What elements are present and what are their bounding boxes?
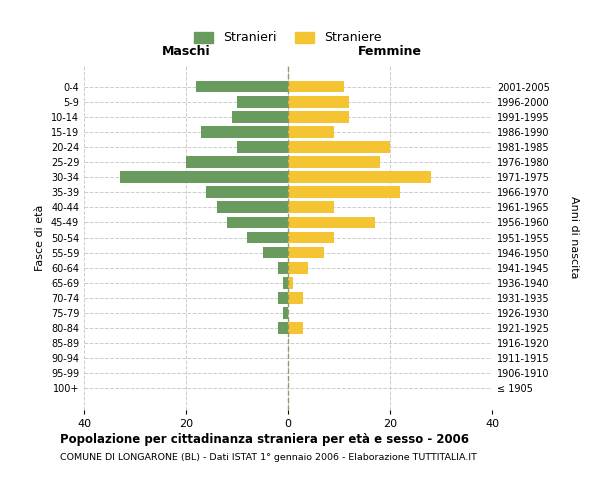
Bar (288, 111, 349, 122)
Bar (263, 246, 288, 258)
Bar (288, 216, 374, 228)
Bar (288, 156, 380, 168)
Bar (288, 232, 334, 243)
Bar (288, 292, 304, 304)
Bar (288, 80, 344, 92)
Bar (283, 307, 288, 319)
Bar (288, 96, 349, 108)
Bar (288, 141, 390, 153)
Bar (217, 202, 288, 213)
Bar (278, 262, 288, 274)
Text: Femmine: Femmine (358, 45, 422, 58)
Bar (288, 246, 324, 258)
Bar (288, 262, 308, 274)
Bar (288, 126, 334, 138)
Y-axis label: Anni di nascita: Anni di nascita (569, 196, 579, 279)
Bar (288, 171, 431, 183)
Bar (283, 277, 288, 288)
Bar (186, 156, 288, 168)
Bar (120, 171, 288, 183)
Bar (227, 216, 288, 228)
Text: Maschi: Maschi (161, 45, 211, 58)
Bar (196, 80, 288, 92)
Bar (206, 186, 288, 198)
Bar (202, 126, 288, 138)
Bar (288, 322, 304, 334)
Bar (288, 186, 400, 198)
Text: Popolazione per cittadinanza straniera per età e sesso - 2006: Popolazione per cittadinanza straniera p… (60, 432, 469, 446)
Bar (278, 292, 288, 304)
Bar (278, 322, 288, 334)
Bar (237, 96, 288, 108)
Bar (247, 232, 288, 243)
Text: COMUNE DI LONGARONE (BL) - Dati ISTAT 1° gennaio 2006 - Elaborazione TUTTITALIA.: COMUNE DI LONGARONE (BL) - Dati ISTAT 1°… (60, 452, 477, 462)
Legend: Stranieri, Straniere: Stranieri, Straniere (190, 26, 386, 50)
Bar (288, 277, 293, 288)
Y-axis label: Fasce di età: Fasce di età (35, 204, 45, 270)
Bar (232, 111, 288, 122)
Bar (237, 141, 288, 153)
Bar (288, 202, 334, 213)
